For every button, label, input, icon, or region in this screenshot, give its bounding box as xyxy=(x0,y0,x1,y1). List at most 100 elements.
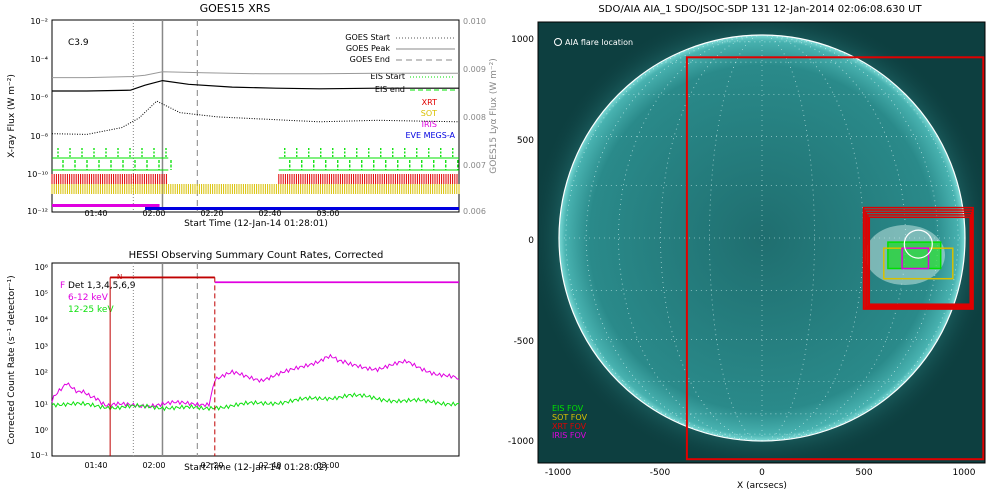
goes-legend-label: IRIS xyxy=(422,120,437,129)
obs-bar-eve-megs-a xyxy=(145,207,459,210)
longitude-line xyxy=(660,34,763,442)
goes-legend-label: XRT xyxy=(422,98,437,107)
aia-xtick: -1000 xyxy=(545,468,571,478)
goes-yticks: 10⁻² 10⁻⁴ 10⁻⁶ 10⁻⁸ 10⁻¹⁰ 10⁻¹² xyxy=(27,17,48,216)
fov-box-eis-fov xyxy=(887,241,942,270)
longitude-line xyxy=(709,34,763,442)
fov-box-xrt-fov xyxy=(868,216,971,305)
hessi-series-line xyxy=(51,392,460,412)
fov-box-iris-fov xyxy=(901,247,930,270)
longitude-line xyxy=(761,34,815,442)
hessi-marks xyxy=(51,263,460,456)
hessi-xlabel: Start Time (12-Jan-14 01:28:02) xyxy=(184,463,328,473)
aia-title: SDO/AIA AIA_1 SDO/JSOC-SDP 131 12-Jan-20… xyxy=(598,4,922,15)
aia-flare-label: AIA flare location xyxy=(554,38,633,47)
aia-xtick: 1000 xyxy=(953,468,976,478)
goes-ytick: 10⁻⁶ xyxy=(30,93,48,102)
goes-legend-label: EIS Start xyxy=(370,72,405,81)
goes-ytick: 10⁻¹⁰ xyxy=(27,170,48,179)
aia-ytick: -500 xyxy=(514,337,535,347)
goes-series-line xyxy=(51,100,460,135)
aia-yticks: 1000 500 0 -500 -1000 xyxy=(508,35,534,447)
goes-xlabel: Start Time (12-Jan-14 01:28:01) xyxy=(184,219,328,229)
goes-xtick: 02:20 xyxy=(200,209,223,218)
aia-ytick: 500 xyxy=(517,136,534,146)
goes-y2ticks: 0.010 0.009 0.008 0.007 0.006 xyxy=(463,17,486,216)
goes-ytick: 10⁻⁸ xyxy=(30,132,48,141)
aia-panel: SDO/AIA AIA_1 SDO/JSOC-SDP 131 12-Jan-20… xyxy=(508,4,986,491)
aia-xtick: 500 xyxy=(855,468,872,478)
goes-ylabel: X-ray Flux (W m⁻²) xyxy=(7,74,17,158)
aia-xtick: 0 xyxy=(759,468,765,478)
hessi-legend-label: 12-25 keV xyxy=(68,305,114,315)
hessi-xticks: 01:40 02:00 02:20 02:40 03:00 xyxy=(84,461,339,470)
goes-y2tick: 0.008 xyxy=(463,113,486,122)
hessi-ytick: 10⁰ xyxy=(35,426,48,435)
goes-flare-class: C3.9 xyxy=(68,38,89,48)
goes-xticks: 01:40 02:00 02:20 02:40 03:00 xyxy=(84,209,339,218)
goes-xtick: 03:00 xyxy=(316,209,339,218)
hessi-yticks: 10⁶ 10⁵ 10⁴ 10³ 10² 10¹ 10⁰ 10⁻¹ xyxy=(30,263,48,460)
fov-legend-label: IRIS FOV xyxy=(552,431,587,440)
hessi-ytick: 10¹ xyxy=(35,400,48,409)
aia-xticks: -1000 -500 0 500 1000 xyxy=(545,468,976,478)
hessi-ytick: 10³ xyxy=(35,342,48,351)
fov-legend-label: EIS FOV xyxy=(552,404,584,413)
hessi-xtick: 02:20 xyxy=(200,461,223,470)
goes-series-line xyxy=(52,79,459,92)
goes-xtick: 01:40 xyxy=(84,209,107,218)
goes-y2tick: 0.009 xyxy=(463,65,486,74)
aia-ytick: 0 xyxy=(528,236,534,246)
goes-xtick: 02:00 xyxy=(142,209,165,218)
hessi-xtick: 03:00 xyxy=(316,461,339,470)
hessi-ytick: 10⁵ xyxy=(35,289,48,298)
hessi-series-line xyxy=(51,353,460,410)
goes-y2tick: 0.010 xyxy=(463,17,486,26)
goes-legend-label: GOES Peak xyxy=(346,44,391,53)
hessi-xtick: 02:00 xyxy=(142,461,165,470)
hessi-panel: HESSI Observing Summary Count Rates, Cor… xyxy=(7,250,460,473)
hessi-legend: F Det 1,3,4,5,6,9 6-12 keV 12-25 keV xyxy=(60,281,136,315)
goes-marks xyxy=(51,20,460,212)
goes-ytick: 10⁻¹² xyxy=(27,207,48,216)
hessi-ytick: 10⁴ xyxy=(35,315,48,324)
flare-location-circle xyxy=(903,229,933,259)
goes-legend-label: GOES End xyxy=(350,55,390,64)
obs-bar-iris xyxy=(52,204,160,207)
flare-symbol-icon xyxy=(554,38,562,46)
hessi-ytick: 10² xyxy=(35,368,48,377)
hessi-xtick: 02:40 xyxy=(258,461,281,470)
hessi-legend-label: 6-12 keV xyxy=(68,293,109,303)
hessi-legend-label: Det 1,3,4,5,6,9 xyxy=(68,281,136,291)
aia-frame xyxy=(537,21,986,464)
hessi-title: HESSI Observing Summary Count Rates, Cor… xyxy=(129,250,384,261)
solar-disk xyxy=(559,35,965,441)
goes-ytick: 10⁻² xyxy=(30,17,48,26)
hessi-ytick: 10⁻¹ xyxy=(30,451,48,460)
longitude-line xyxy=(761,34,959,442)
goes-legend-label: EIS end xyxy=(375,85,405,94)
fov-legend-label: SOT FOV xyxy=(552,413,588,422)
hessi-xtick: 01:40 xyxy=(84,461,107,470)
hessi-ytick: 10⁶ xyxy=(35,263,48,272)
longitude-line xyxy=(565,34,763,442)
goes-legend: GOES Start GOES Peak GOES End EIS Start … xyxy=(345,33,455,140)
obs-hatch-xrt xyxy=(51,174,167,184)
goes-legend-label: SOT xyxy=(421,109,437,118)
fov-box-context xyxy=(685,56,985,461)
aia-xlabel: X (arcsecs) xyxy=(737,481,787,491)
aia-flare-label-text: AIA flare location xyxy=(565,38,633,47)
goes-title: GOES15 XRS xyxy=(200,2,271,15)
goes-y2tick: 0.007 xyxy=(463,161,486,170)
hessi-plot-frame xyxy=(51,262,460,457)
hessi-ylabel: Corrected Count Rate (s⁻¹ detector⁻¹) xyxy=(7,275,17,444)
hessi-legend-prefix: F xyxy=(60,281,65,291)
obs-hatch-sot xyxy=(51,184,460,194)
goes-ytick: 10⁻⁴ xyxy=(30,55,48,64)
aia-xtick: -500 xyxy=(650,468,671,478)
fov-legend-label: XRT FOV xyxy=(552,422,587,431)
goes-panel: GOES15 XRS C3.9 X-ray Flux (W m⁻²) GOES1… xyxy=(7,2,499,229)
goes-xtick: 02:40 xyxy=(258,209,281,218)
